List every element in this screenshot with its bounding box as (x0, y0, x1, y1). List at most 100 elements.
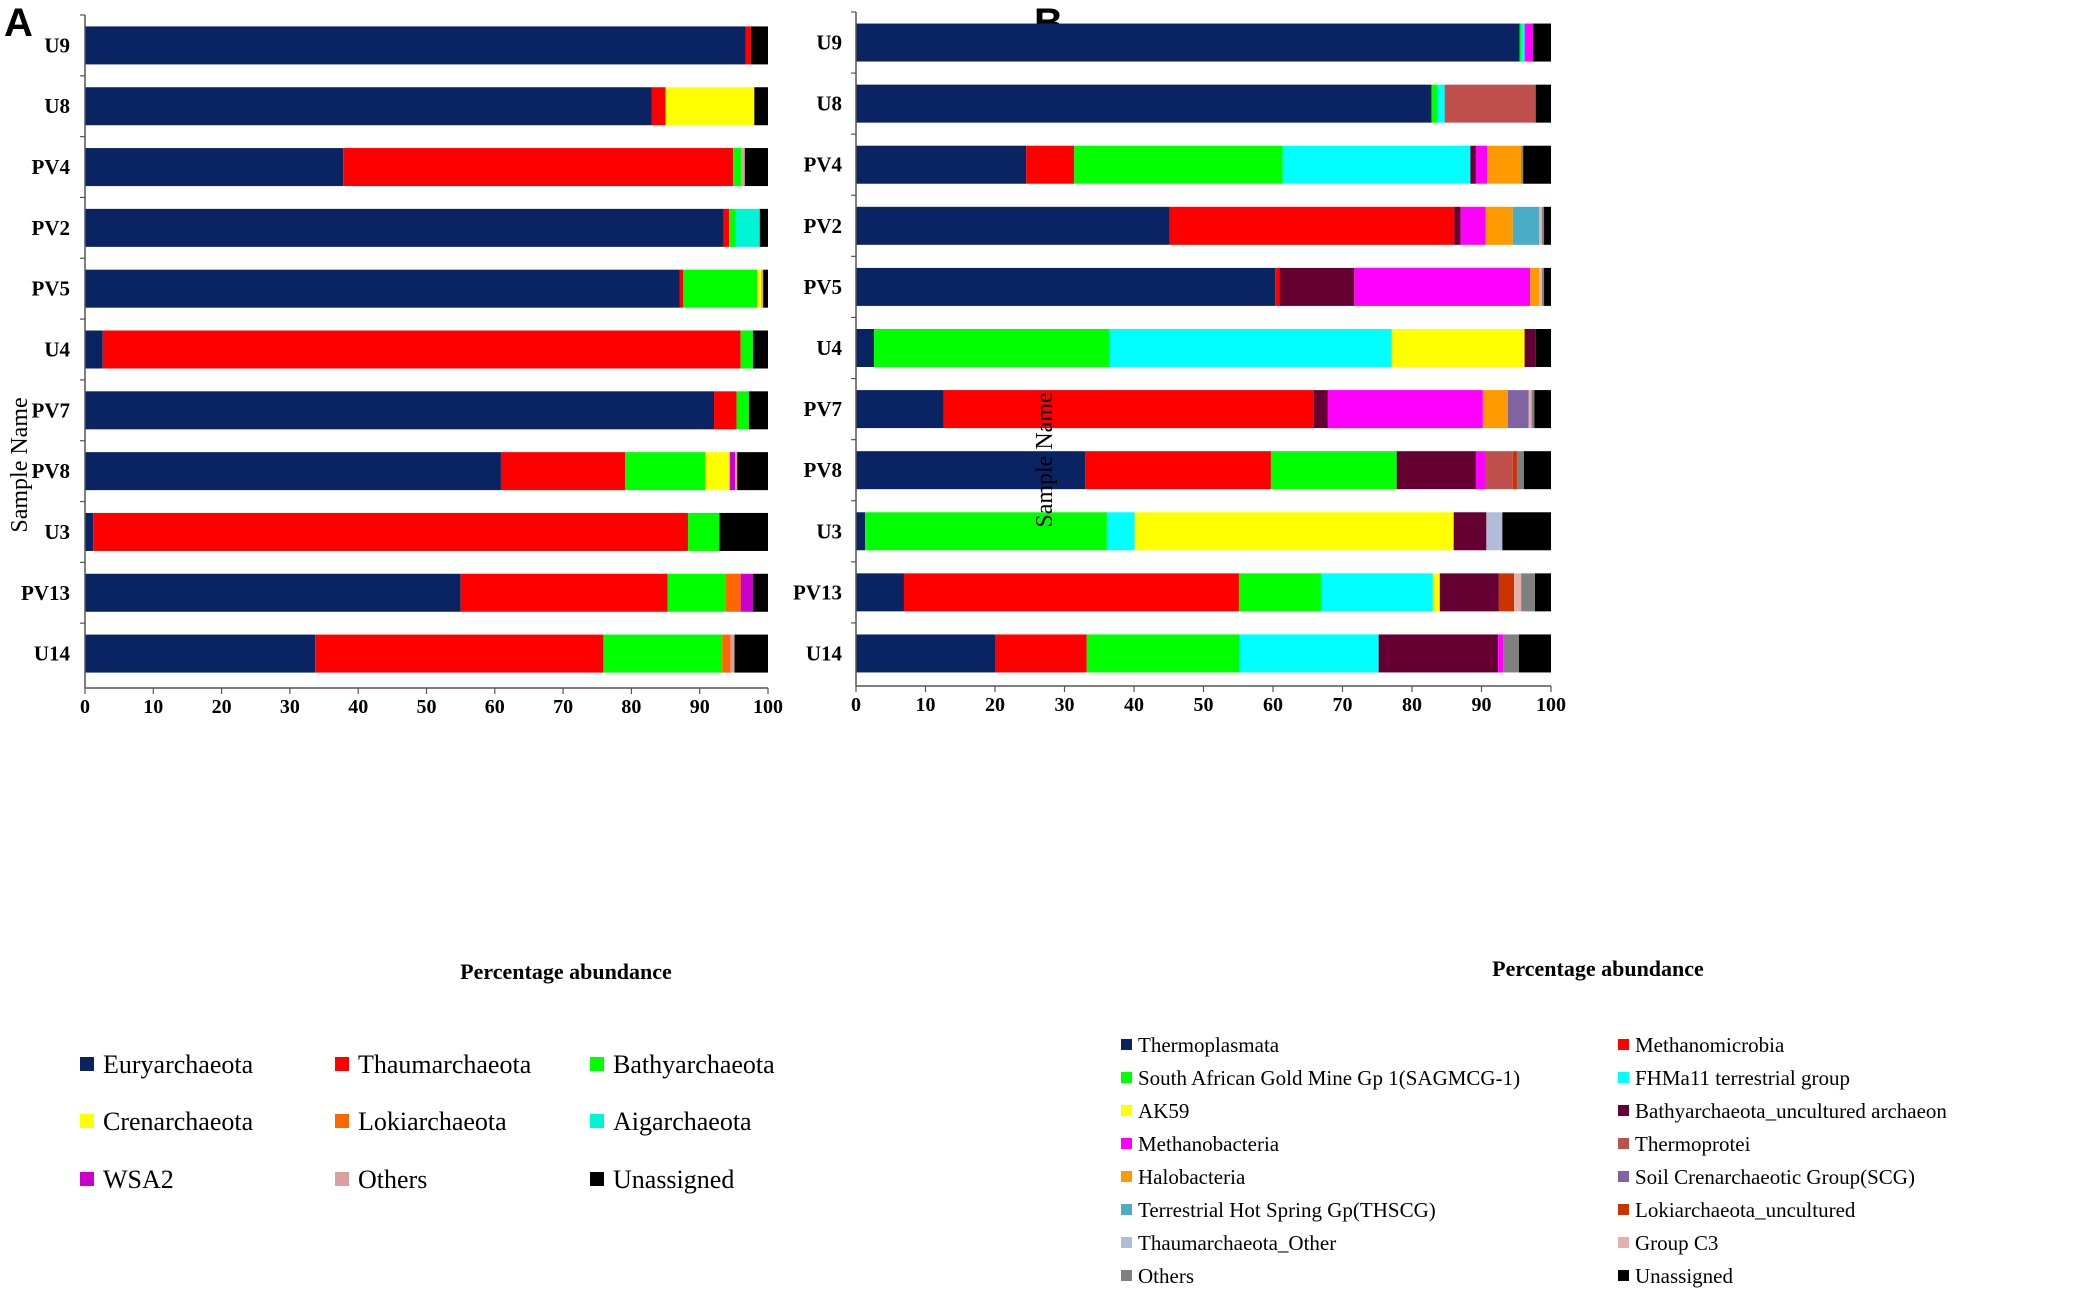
panel-a-category-label: U14 (34, 642, 71, 666)
panel-b-x-tick-label: 70 (1333, 694, 1353, 716)
legend-b-swatch (1121, 1270, 1132, 1281)
legend-a-swatch (335, 1114, 349, 1128)
panel-b-segment-pv8-others (1516, 451, 1524, 490)
panel-a-bar-u8 (85, 87, 768, 126)
legend-a-label: Crenarchaeota (103, 1107, 254, 1136)
panel-b-segment-pv4-others (1521, 145, 1524, 184)
panel-b-segment-pv8-methanobacteria (1475, 451, 1485, 490)
panel-b-segment-pv13-fhma11-terrestrial-group (1320, 573, 1433, 612)
panel-a-segment-pv13-thaumarchaeota (460, 573, 668, 612)
legend-b-item-thaumarchaeota-other: Thaumarchaeota_Other (1121, 1231, 1336, 1255)
panel-a-segment-u4-thaumarchaeota (102, 330, 741, 369)
legend-b-swatch (1121, 1138, 1132, 1149)
panel-b-segment-pv13-ak59 (1432, 573, 1440, 612)
panel-b-segment-pv5-group-c3 (1539, 267, 1542, 306)
panel-b-segment-pv4-south-african-gold-mine-gp-1-sagmcg-1 (1074, 145, 1283, 184)
legend-b-swatch (1121, 1237, 1132, 1248)
panel-a-letter: A (4, 1, 33, 45)
panel-b-segment-u3-thaumarchaeota-other (1486, 512, 1503, 551)
legend-b-swatch (1618, 1237, 1629, 1248)
panel-a-segment-u3-bathyarchaeota (688, 512, 720, 551)
panel-b-segment-u14-methanomicrobia (995, 634, 1087, 673)
panel-b-x-tick-label: 90 (1472, 694, 1492, 716)
panel-b-segment-pv8-methanomicrobia (1085, 451, 1271, 490)
panel-b-segment-pv2-terrestrial-hot-spring-gp-thscg (1512, 206, 1540, 245)
panel-a-x-tick-label: 40 (348, 696, 368, 718)
panel-b-segment-pv8-bathyarchaeota-uncultured-archaeon (1396, 451, 1476, 490)
panel-a-segment-u4-unassigned (752, 330, 768, 369)
panel-a-segment-u14-euryarchaeota (85, 634, 316, 673)
panel-b-segment-pv7-thermoplasmata (856, 390, 944, 429)
panel-a-category-label: U9 (44, 33, 70, 57)
legend-a-item-thaumarchaeota: Thaumarchaeota (335, 1050, 532, 1079)
panel-a-bar-u3 (85, 512, 768, 551)
legend-a-swatch (80, 1172, 94, 1186)
panel-a-category-label: PV4 (32, 155, 71, 179)
panel-a-segment-pv8-euryarchaeota (85, 452, 501, 491)
panel-b-segment-pv8-south-african-gold-mine-gp-1-sagmcg-1 (1270, 451, 1397, 490)
panel-a-segment-pv7-euryarchaeota (85, 391, 715, 430)
panel-b-segment-pv5-unassigned (1544, 267, 1551, 306)
panel-b-bar-pv2 (856, 206, 1551, 245)
panel-a-x-tick-label: 100 (753, 696, 783, 718)
legend-a-item-aigarchaeota: Aigarchaeota (590, 1107, 752, 1136)
legend-a-label: Others (358, 1165, 427, 1194)
panel-b-segment-pv4-bathyarchaeota-uncultured-archaeon (1470, 145, 1476, 184)
panel-b-x-tick-label: 50 (1194, 694, 1214, 716)
legend-b-label: Thermoprotei (1635, 1132, 1751, 1156)
panel-a-segment-u14-lokiarchaeota (722, 634, 731, 673)
panel-a-x-tick-label: 10 (143, 696, 163, 718)
panel-a-chart: U9 U8 PV4 PV2 PV5 U4 PV7 PV8 U3 PV13 U14 0 10 20 30 40 5… (21, 14, 783, 718)
panel-a-segment-pv4-bathyarchaeota (733, 148, 742, 187)
panel-b-segment-pv2-others (1541, 206, 1545, 245)
panel-a-bar-pv2 (85, 208, 768, 247)
legend-a-item-others: Others (335, 1165, 427, 1194)
legend-a-item-bathyarchaeota: Bathyarchaeota (590, 1050, 775, 1079)
panel-a-bar-u14 (85, 634, 768, 673)
panel-b-category-label: PV13 (793, 580, 842, 604)
legend-a-swatch (335, 1057, 349, 1071)
panel-a-segment-u14-thaumarchaeota (315, 634, 604, 673)
panel-b-x-tick-label: 80 (1402, 694, 1422, 716)
panel-a-segment-pv13-lokiarchaeota (725, 573, 741, 612)
panel-b-bar-pv4 (856, 145, 1551, 184)
panel-a-x-tick-label: 50 (417, 696, 437, 718)
panel-b-segment-u14-fhma11-terrestrial-group (1239, 634, 1379, 673)
legend-b-swatch (1121, 1072, 1132, 1083)
legend-a-item-lokiarchaeota: Lokiarchaeota (335, 1107, 507, 1136)
panel-b-segment-u14-others (1503, 634, 1520, 673)
panel-a-segment-pv13-euryarchaeota (85, 573, 461, 612)
legend-b-item-south-african-gold-mine-gp-1-sagmcg-1: South African Gold Mine Gp 1(SAGMCG-1) (1121, 1066, 1520, 1090)
legend-b-label: Unassigned (1635, 1264, 1733, 1288)
legend-b-item-others: Others (1121, 1264, 1194, 1288)
panel-b-bar-u9 (856, 23, 1551, 62)
panel-b-segment-u8-unassigned (1535, 84, 1551, 123)
panel-b-x-tick-label: 40 (1124, 694, 1144, 716)
panel-b-segment-u3-ak59 (1134, 512, 1454, 551)
panel-a-segment-pv2-bathyarchaeota (729, 208, 736, 247)
panel-b-x-tick-label: 10 (916, 694, 936, 716)
panel-b-segment-u14-south-african-gold-mine-gp-1-sagmcg-1 (1086, 634, 1240, 673)
panel-a-segment-pv8-wsa2 (729, 452, 736, 491)
panel-a-segment-u14-others (730, 634, 735, 673)
legend-b-label: Soil Crenarchaeotic Group(SCG) (1635, 1165, 1915, 1189)
panel-a-category-label: PV13 (21, 581, 70, 605)
panel-b-bar-u8 (856, 84, 1551, 123)
legend-a-item-wsa2: WSA2 (80, 1165, 174, 1194)
legend-b-label: Thermoplasmata (1138, 1033, 1280, 1057)
legend-b-item-thermoplasmata: Thermoplasmata (1121, 1033, 1280, 1057)
panel-b-segment-u4-unassigned (1535, 329, 1551, 367)
panel-b-segment-pv7-soil-crenarchaeotic-group-scg (1507, 390, 1529, 429)
panel-b-segment-pv4-methanobacteria (1475, 145, 1488, 184)
panel-b-segment-pv4-fhma11-terrestrial-group (1282, 145, 1471, 184)
panel-a-segment-pv13-bathyarchaeota (667, 573, 726, 612)
panel-b-segment-u3-thermoplasmata (856, 512, 866, 551)
panel-b-segment-u3-unassigned (1502, 512, 1551, 551)
panel-b-segment-u3-south-african-gold-mine-gp-1-sagmcg-1 (865, 512, 1107, 551)
panel-b-segment-pv5-halobacteria (1530, 267, 1540, 306)
panel-b-segment-u9-unassigned (1532, 23, 1551, 62)
legend-b-item-ak59: AK59 (1121, 1099, 1189, 1123)
legend-b-swatch (1618, 1072, 1629, 1083)
panel-a-segment-pv7-unassigned (748, 391, 768, 430)
legend-a-swatch (590, 1172, 604, 1186)
